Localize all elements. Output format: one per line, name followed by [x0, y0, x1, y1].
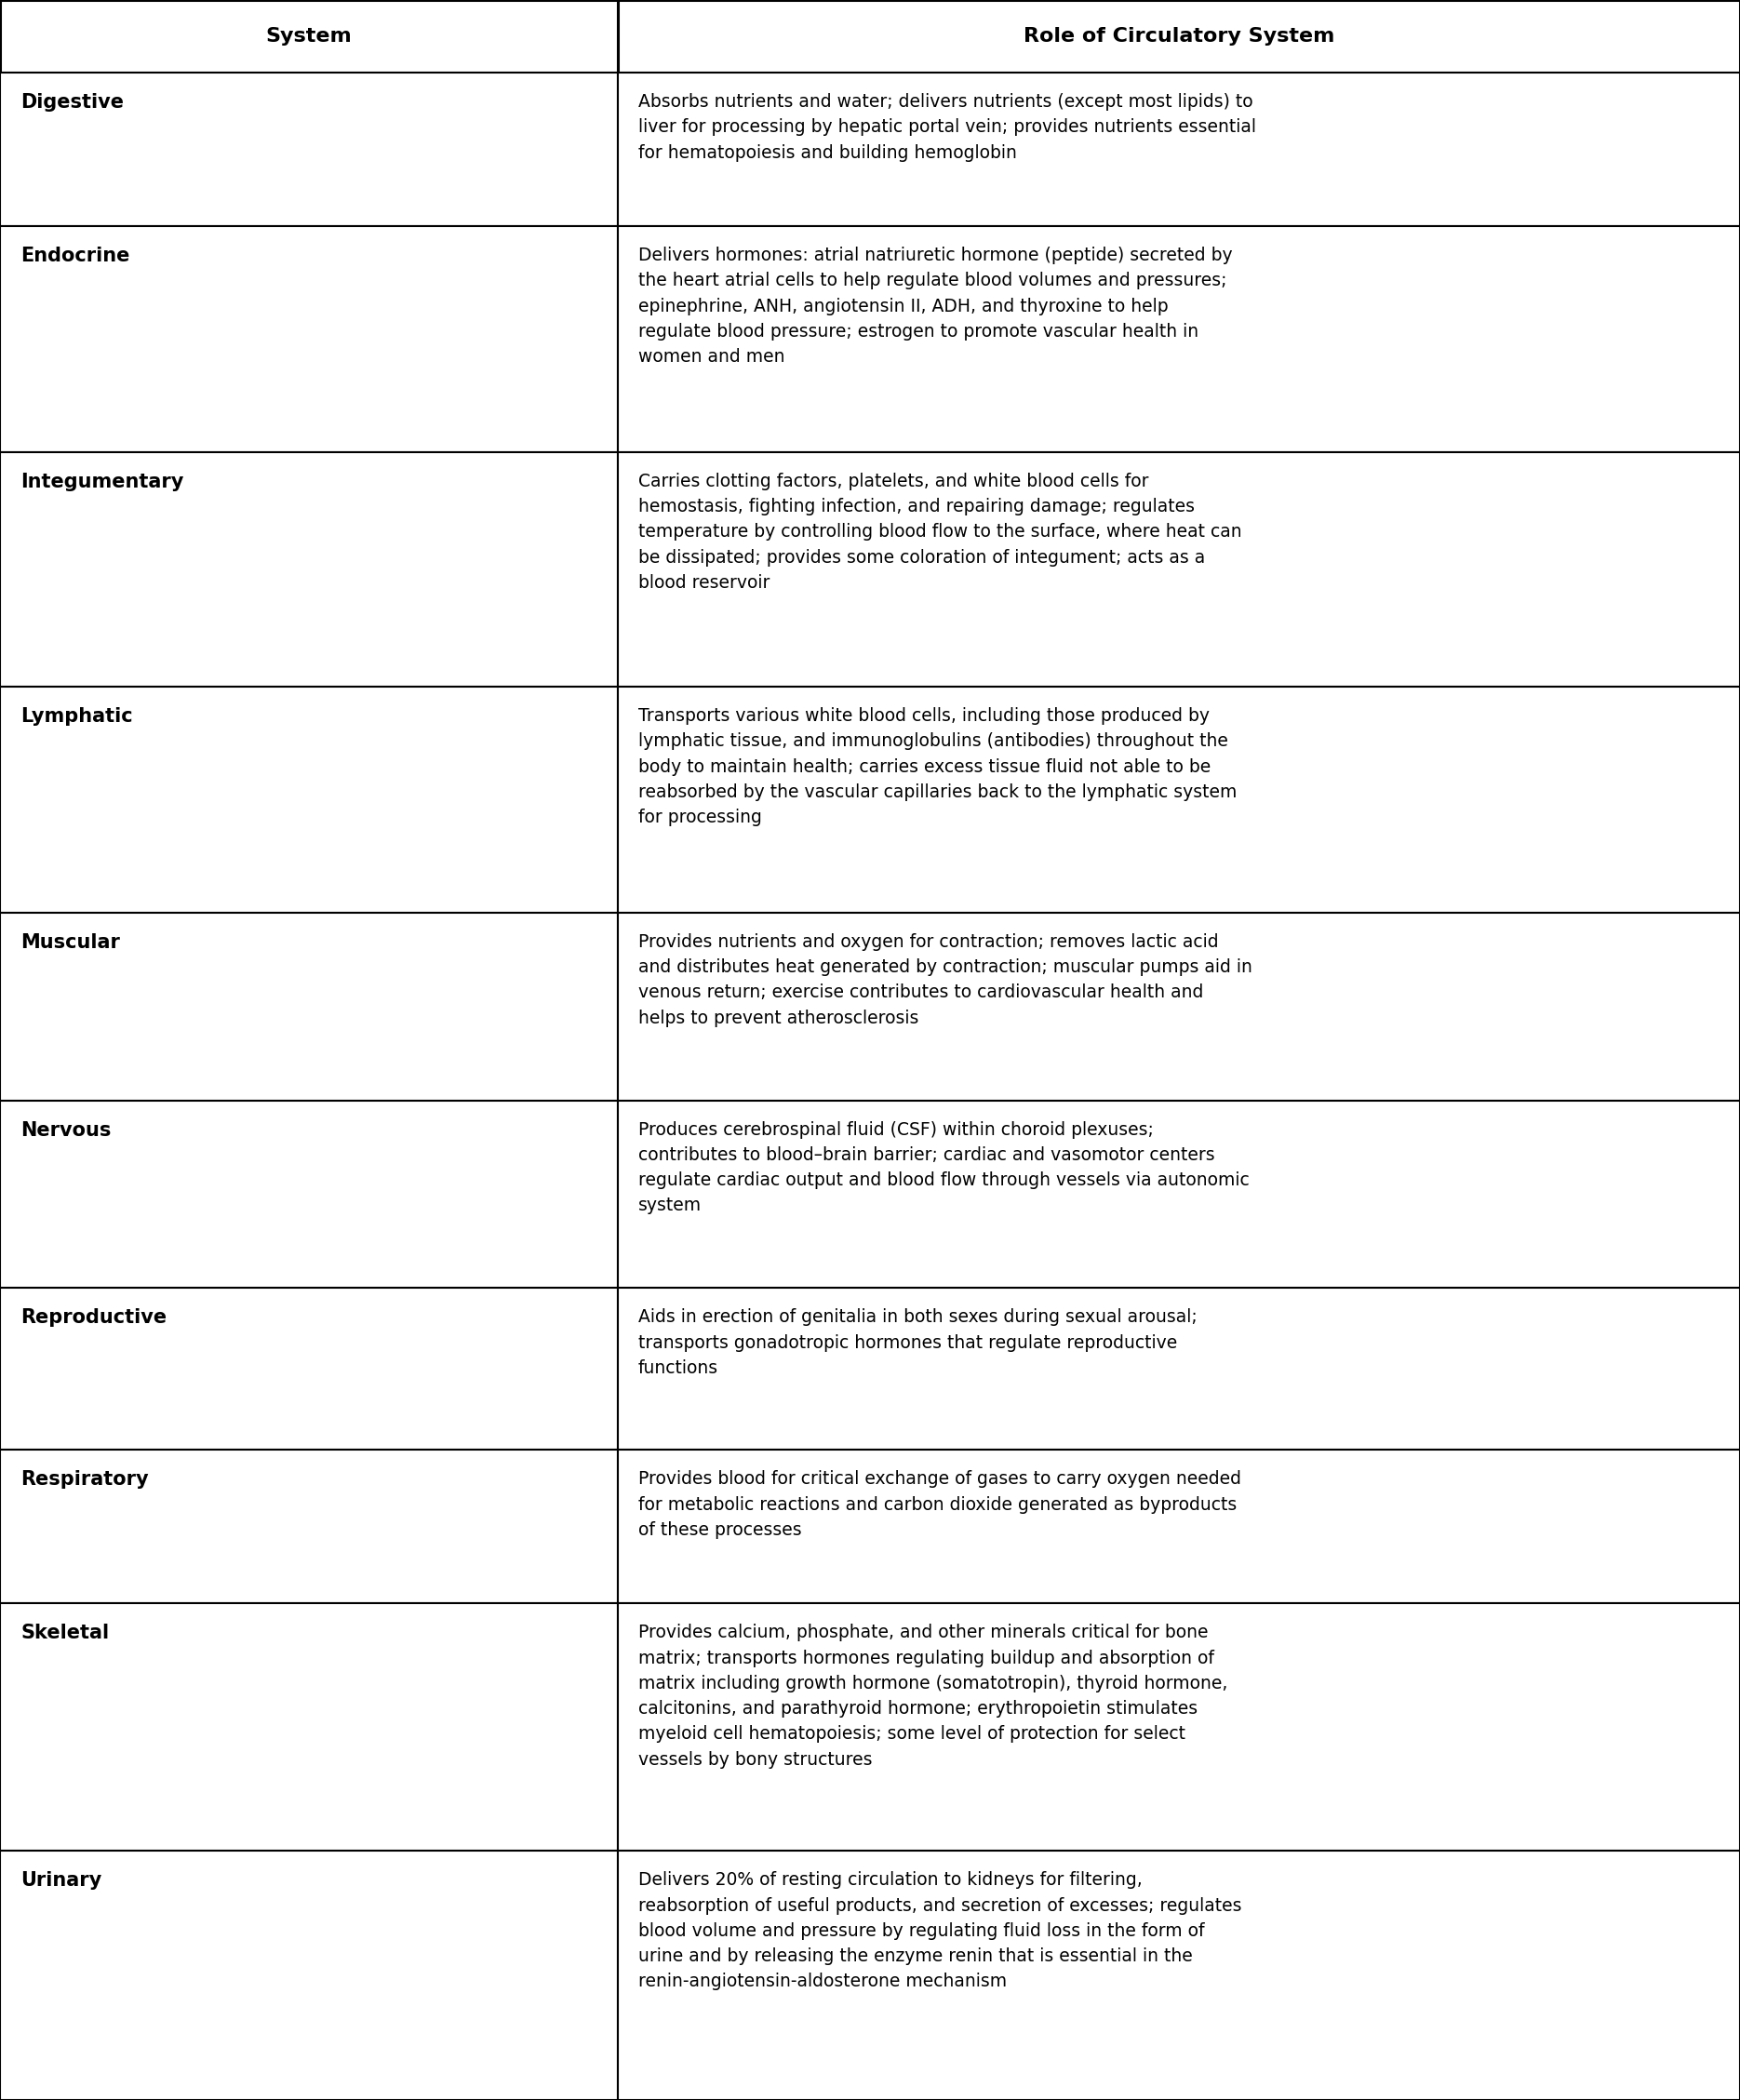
- Text: Respiratory: Respiratory: [21, 1470, 148, 1489]
- Text: Endocrine: Endocrine: [21, 246, 130, 265]
- Bar: [0, 1287, 618, 1451]
- Bar: [0, 1451, 618, 1604]
- Text: Provides blood for critical exchange of gases to carry oxygen needed
for metabol: Provides blood for critical exchange of …: [639, 1470, 1241, 1539]
- Bar: [618, 227, 1740, 452]
- Bar: [0, 1850, 618, 2100]
- Bar: [618, 1850, 1740, 2100]
- Text: Aids in erection of genitalia in both sexes during sexual arousal;
transports go: Aids in erection of genitalia in both se…: [639, 1308, 1197, 1378]
- Bar: [618, 0, 1740, 74]
- Text: Digestive: Digestive: [21, 92, 124, 111]
- Bar: [0, 227, 618, 452]
- Bar: [0, 914, 618, 1100]
- Bar: [0, 452, 618, 687]
- Bar: [618, 74, 1740, 227]
- Bar: [618, 687, 1740, 914]
- Text: Role of Circulatory System: Role of Circulatory System: [1023, 27, 1335, 46]
- Bar: [618, 452, 1740, 687]
- Text: Delivers hormones: atrial natriuretic hormone (peptide) secreted by
the heart at: Delivers hormones: atrial natriuretic ho…: [639, 246, 1232, 365]
- Text: Transports various white blood cells, including those produced by
lymphatic tiss: Transports various white blood cells, in…: [639, 708, 1237, 825]
- Bar: [618, 1604, 1740, 1850]
- Text: Produces cerebrospinal fluid (CSF) within choroid plexuses;
contributes to blood: Produces cerebrospinal fluid (CSF) withi…: [639, 1121, 1249, 1214]
- Text: Carries clotting factors, platelets, and white blood cells for
hemostasis, fight: Carries clotting factors, platelets, and…: [639, 472, 1242, 592]
- Bar: [618, 914, 1740, 1100]
- Bar: [618, 1100, 1740, 1287]
- Bar: [0, 1100, 618, 1287]
- Text: Delivers 20% of resting circulation to kidneys for filtering,
reabsorption of us: Delivers 20% of resting circulation to k…: [639, 1871, 1242, 1991]
- Bar: [0, 687, 618, 914]
- Text: Lymphatic: Lymphatic: [21, 708, 132, 727]
- Text: Reproductive: Reproductive: [21, 1308, 167, 1327]
- Bar: [618, 1287, 1740, 1451]
- Text: Integumentary: Integumentary: [21, 472, 184, 491]
- Bar: [0, 74, 618, 227]
- Text: Nervous: Nervous: [21, 1121, 111, 1140]
- Text: Absorbs nutrients and water; delivers nutrients (except most lipids) to
liver fo: Absorbs nutrients and water; delivers nu…: [639, 92, 1256, 162]
- Bar: [0, 0, 618, 74]
- Text: Skeletal: Skeletal: [21, 1623, 110, 1642]
- Text: Muscular: Muscular: [21, 932, 120, 951]
- Bar: [0, 1604, 618, 1850]
- Text: Provides calcium, phosphate, and other minerals critical for bone
matrix; transp: Provides calcium, phosphate, and other m…: [639, 1623, 1227, 1768]
- Text: System: System: [266, 27, 351, 46]
- Bar: [618, 1451, 1740, 1604]
- Text: Urinary: Urinary: [21, 1871, 101, 1890]
- Text: Provides nutrients and oxygen for contraction; removes lactic acid
and distribut: Provides nutrients and oxygen for contra…: [639, 932, 1253, 1027]
